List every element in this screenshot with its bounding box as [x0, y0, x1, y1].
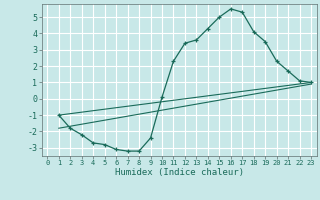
X-axis label: Humidex (Indice chaleur): Humidex (Indice chaleur) [115, 168, 244, 177]
